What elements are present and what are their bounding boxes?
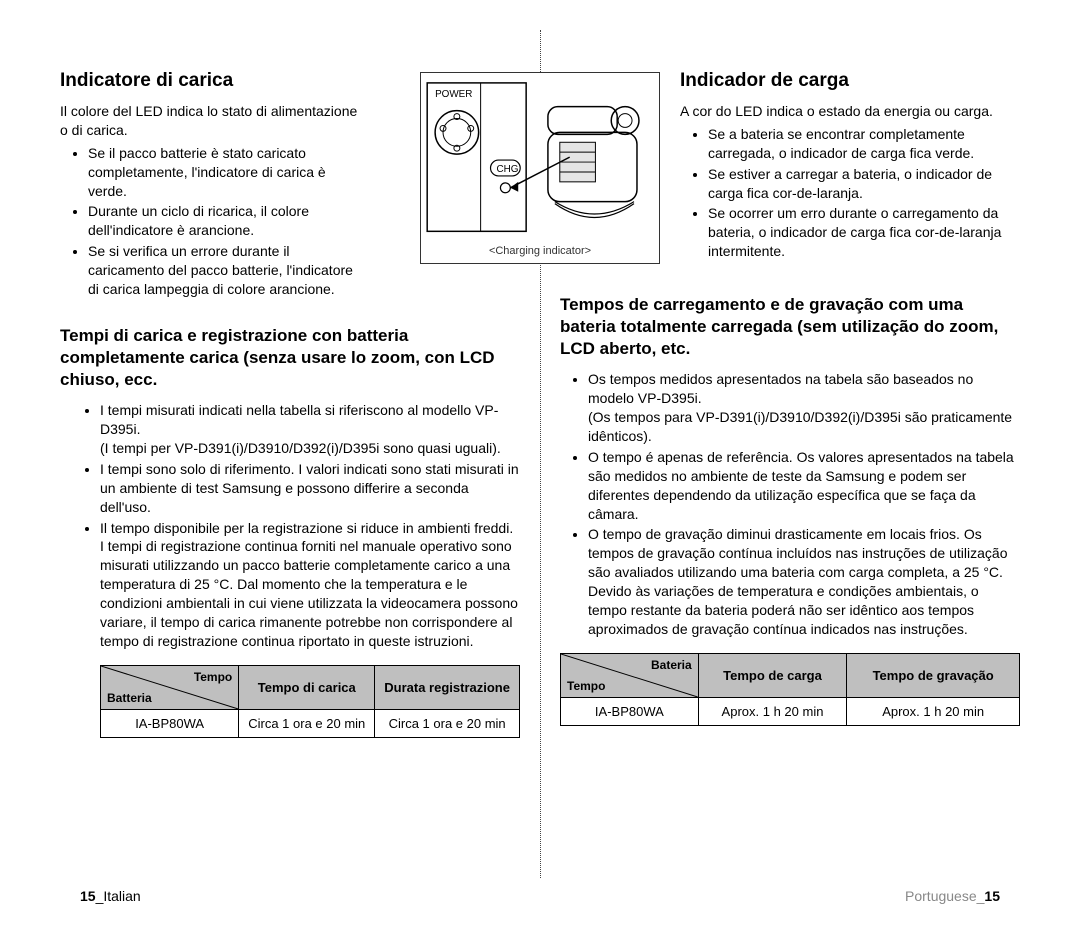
language-label: _Italian	[96, 888, 141, 904]
italian-top-bullets: Se il pacco batterie è stato caricato co…	[60, 144, 360, 299]
list-item: Se si verifica un errore durante il cari…	[88, 242, 360, 299]
italian-table: Tempo Batteria Tempo di carica Durata re…	[100, 665, 520, 738]
diag-top-label: Bateria	[651, 658, 692, 672]
list-item: Se ocorrer um erro durante o carregament…	[708, 204, 1020, 261]
portuguese-body-bullets: Os tempos medidos apresentados na tabela…	[560, 370, 1020, 640]
table-row: IA-BP80WA Aprox. 1 h 20 min Aprox. 1 h 2…	[561, 697, 1020, 725]
table-header: Tempo de gravação	[847, 653, 1020, 697]
portuguese-table: Bateria Tempo Tempo de carga Tempo de gr…	[560, 653, 1020, 726]
table-cell: IA-BP80WA	[101, 709, 239, 737]
charging-indicator-figure: POWER CHG	[420, 72, 660, 264]
portuguese-subheading: Tempos de carregamento e de gravação com…	[560, 294, 1020, 360]
chg-label: CHG	[496, 164, 518, 175]
table-header-diag: Bateria Tempo	[561, 653, 699, 697]
diag-bot-label: Tempo	[567, 679, 605, 693]
italian-intro: Il colore del LED indica lo stato di ali…	[60, 102, 360, 140]
table-header: Tempo di carica	[239, 665, 375, 709]
italian-subheading: Tempi di carica e registrazione con batt…	[60, 325, 520, 391]
language-label: Portuguese_	[905, 888, 984, 904]
list-item: Durante un ciclo di ricarica, il colore …	[88, 202, 360, 240]
table-cell: Aprox. 1 h 20 min	[698, 697, 847, 725]
table-cell: Circa 1 ora e 20 min	[375, 709, 520, 737]
power-label: POWER	[435, 89, 472, 100]
table-cell: Circa 1 ora e 20 min	[239, 709, 375, 737]
list-item: O tempo de gravação diminui drasticament…	[588, 525, 1020, 638]
table-header: Durata registrazione	[375, 665, 520, 709]
list-item: Il tempo disponibile per la registrazion…	[100, 519, 520, 651]
diag-top-label: Tempo	[194, 670, 232, 684]
list-item: I tempi misurati indicati nella tabella …	[100, 401, 520, 458]
list-item: I tempi sono solo di riferimento. I valo…	[100, 460, 520, 517]
portuguese-intro: A cor do LED indica o estado da energia …	[680, 102, 1020, 121]
list-item: Se a bateria se encontrar completamente …	[708, 125, 1020, 163]
page-number: 15	[984, 888, 1000, 904]
list-item: Os tempos medidos apresentados na tabela…	[588, 370, 1020, 446]
diag-bot-label: Batteria	[107, 691, 152, 705]
list-item: Se il pacco batterie è stato caricato co…	[88, 144, 360, 201]
camera-diagram-icon: POWER CHG	[421, 73, 659, 263]
table-row: IA-BP80WA Circa 1 ora e 20 min Circa 1 o…	[101, 709, 520, 737]
table-header-diag: Tempo Batteria	[101, 665, 239, 709]
footer-left: 15_Italian	[80, 888, 141, 904]
portuguese-top-bullets: Se a bateria se encontrar completamente …	[680, 125, 1020, 261]
figure-caption: <Charging indicator>	[421, 245, 659, 257]
italian-body-bullets: I tempi misurati indicati nella tabella …	[60, 401, 520, 653]
table-header: Tempo de carga	[698, 653, 847, 697]
footer-right: Portuguese_15	[905, 888, 1000, 904]
italian-heading: Indicatore di carica	[60, 70, 360, 92]
list-item: Se estiver a carregar a bateria, o indic…	[708, 165, 1020, 203]
portuguese-heading: Indicador de carga	[680, 70, 1020, 92]
page-root: POWER CHG	[0, 0, 1080, 938]
table-cell: Aprox. 1 h 20 min	[847, 697, 1020, 725]
table-cell: IA-BP80WA	[561, 697, 699, 725]
page-number: 15	[80, 888, 96, 904]
list-item: O tempo é apenas de referência. Os valor…	[588, 448, 1020, 524]
